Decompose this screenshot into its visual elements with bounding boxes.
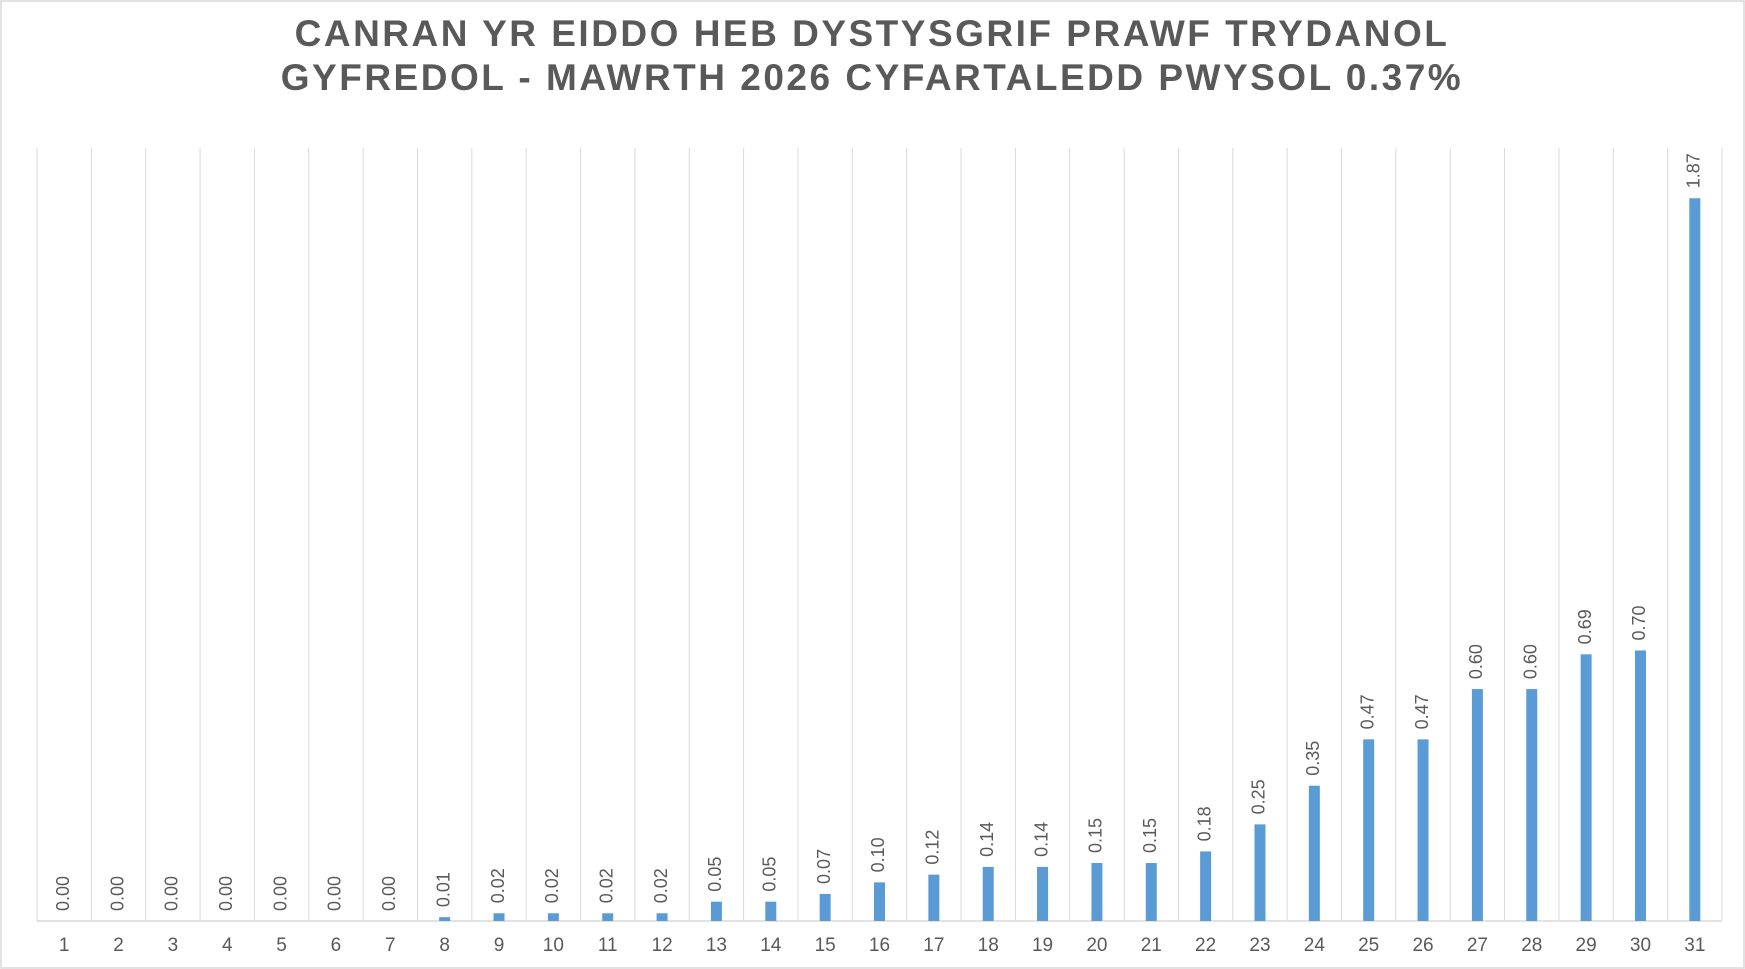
data-label: 0.47: [1412, 694, 1432, 729]
x-tick-label: 21: [1141, 935, 1162, 956]
x-tick-label: 18: [978, 935, 999, 956]
bar: [1471, 689, 1483, 921]
bar: [1091, 863, 1103, 921]
data-label: 0.00: [325, 876, 345, 911]
x-tick-label: 27: [1467, 935, 1488, 956]
x-tick-label: 3: [168, 935, 179, 956]
bar: [1634, 650, 1646, 921]
bar: [602, 913, 614, 921]
data-label: 0.70: [1629, 605, 1649, 640]
bar: [1037, 866, 1049, 921]
x-tick-label: 8: [439, 935, 450, 956]
x-tick-label: 16: [869, 935, 890, 956]
x-tick-label: 24: [1304, 935, 1326, 956]
chart-title: GYFREDOL - MAWRTH 2026 CYFARTALEDD PWYSO…: [281, 57, 1463, 98]
x-tick-label: 19: [1032, 935, 1053, 956]
x-tick-label: 31: [1684, 935, 1705, 956]
x-tick-label: 17: [923, 935, 944, 956]
x-tick-label: 30: [1630, 935, 1651, 956]
bar: [1363, 739, 1375, 921]
bar: [710, 901, 722, 921]
x-tick-label: 11: [598, 935, 618, 956]
data-label: 0.47: [1357, 694, 1377, 729]
x-tick-label: 2: [113, 935, 124, 956]
data-label: 0.60: [1466, 644, 1486, 679]
bar: [439, 917, 451, 921]
x-tick-label: 6: [331, 935, 342, 956]
x-tick-label: 4: [222, 935, 233, 956]
x-tick-label: 12: [652, 935, 673, 956]
bar: [874, 882, 885, 921]
data-label: 0.02: [596, 868, 616, 903]
data-label: 0.05: [705, 857, 725, 892]
data-label: 1.87: [1684, 153, 1704, 188]
data-label: 0.25: [1249, 779, 1269, 814]
bar: [928, 874, 940, 921]
bar: [1145, 863, 1157, 921]
bar: [819, 893, 831, 921]
x-tick-label: 28: [1521, 935, 1542, 956]
bar: [547, 913, 559, 921]
data-label: 0.12: [923, 830, 943, 865]
data-label: 0.00: [162, 876, 182, 911]
data-label: 0.05: [760, 857, 780, 892]
data-label: 0.35: [1303, 741, 1323, 776]
data-label: 0.02: [488, 868, 508, 903]
data-label: 0.02: [542, 868, 562, 903]
data-label: 0.00: [379, 876, 399, 911]
data-label: 0.02: [651, 868, 671, 903]
bar: [1526, 689, 1538, 921]
bar: [493, 913, 505, 921]
bar: [656, 913, 668, 921]
bar: [1689, 198, 1701, 921]
data-label: 0.15: [1140, 818, 1160, 853]
x-tick-label: 20: [1086, 935, 1107, 956]
bar: [982, 866, 994, 921]
x-tick-label: 9: [494, 935, 505, 956]
x-tick-label: 25: [1358, 935, 1379, 956]
x-tick-label: 5: [276, 935, 287, 956]
bar: [765, 901, 777, 921]
data-label: 0.69: [1575, 609, 1595, 644]
data-label: 0.07: [814, 849, 834, 884]
x-tick-label: 23: [1249, 935, 1270, 956]
x-tick-label: 13: [706, 935, 727, 956]
x-tick-label: 29: [1576, 935, 1597, 956]
bar: [1417, 739, 1429, 921]
bar: [1308, 785, 1320, 921]
data-label: 0.00: [107, 876, 127, 911]
data-label: 0.10: [868, 837, 888, 872]
x-tick-label: 7: [385, 935, 396, 956]
data-label: 0.18: [1194, 806, 1214, 841]
data-label: 0.15: [1086, 818, 1106, 853]
bar: [1580, 654, 1592, 921]
data-label: 0.60: [1521, 644, 1541, 679]
x-tick-label: 10: [543, 935, 564, 956]
x-tick-label: 14: [760, 935, 782, 956]
x-tick-label: 26: [1412, 935, 1433, 956]
data-label: 0.14: [977, 822, 997, 857]
x-tick-label: 15: [815, 935, 836, 956]
data-label: 0.14: [1031, 822, 1051, 857]
data-label: 0.01: [433, 872, 453, 907]
x-tick-label: 1: [59, 935, 70, 956]
bar: [1200, 851, 1212, 921]
data-label: 0.00: [53, 876, 73, 911]
bar: [1254, 824, 1266, 921]
data-label: 0.00: [270, 876, 290, 911]
chart-title: CANRAN YR EIDDO HEB DYSTYSGRIF PRAWF TRY…: [295, 13, 1450, 54]
data-label: 0.00: [216, 876, 236, 911]
x-tick-label: 22: [1195, 935, 1216, 956]
